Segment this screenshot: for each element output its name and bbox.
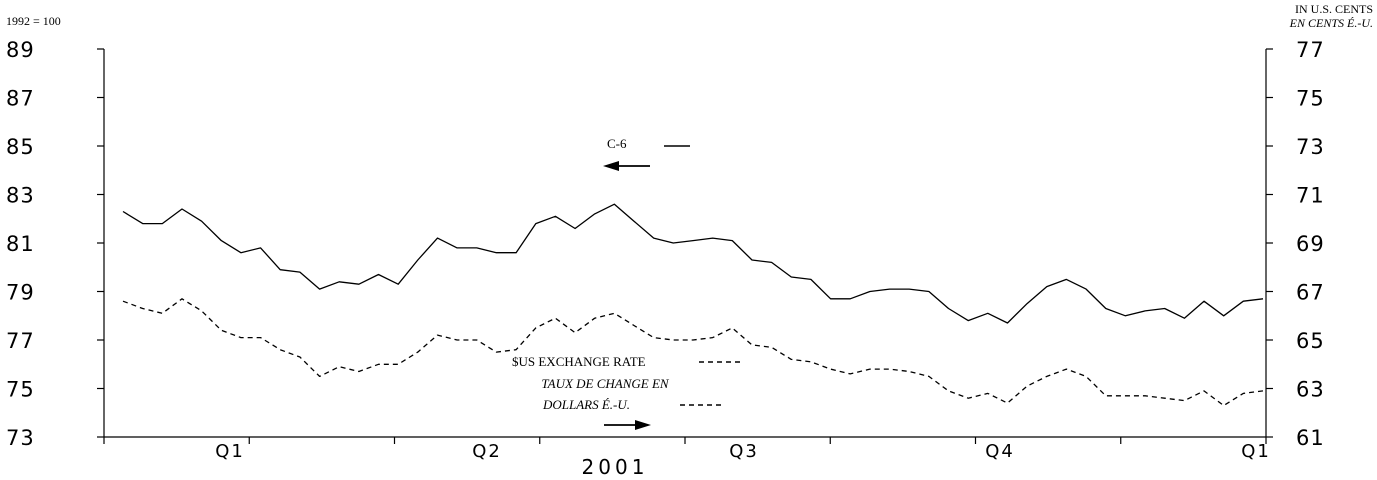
left-tick-label: 85 [6, 135, 35, 159]
legend-usd: $US EXCHANGE RATE TAUX DE CHANGE EN DOLL… [512, 354, 740, 430]
x-tick-label: Q1 [1241, 441, 1271, 462]
x-tick-label: Q4 [985, 441, 1015, 462]
right-tick-label: 67 [1296, 281, 1325, 305]
x-axis-year-label: 2001 [582, 455, 649, 479]
legend-usd-label-fr-1: TAUX DE CHANGE EN [541, 376, 670, 391]
right-tick-label: 63 [1296, 378, 1325, 402]
x-tick-label: Q1 [215, 441, 245, 462]
left-tick-label: 89 [6, 38, 35, 62]
x-tick-label: Q2 [472, 441, 502, 462]
x-axis: Q1 Q2 Q3 Q4 Q1 [103, 437, 1271, 462]
right-axis-note-line1: IN U.S. CENTS [1295, 2, 1373, 16]
left-tick-label: 79 [6, 281, 35, 305]
x-tick-label: Q3 [729, 441, 759, 462]
right-tick-label: 75 [1296, 87, 1325, 111]
legend-usd-label: $US EXCHANGE RATE [512, 354, 646, 369]
series-layer [122, 203, 1264, 407]
series-c6-line [122, 203, 1264, 324]
axes [103, 49, 1267, 438]
right-axis: 77 75 73 71 69 67 65 63 61 [1266, 38, 1325, 450]
series-usd-line [122, 298, 1264, 407]
left-tick-label: 81 [6, 232, 35, 256]
right-tick-label: 61 [1296, 426, 1325, 450]
right-tick-label: 69 [1296, 232, 1325, 256]
right-tick-label: 65 [1296, 329, 1325, 353]
right-arrow-icon [604, 420, 651, 430]
legend-c6: C-6 [603, 136, 690, 171]
right-tick-label: 77 [1296, 38, 1325, 62]
left-tick-label: 75 [6, 378, 35, 402]
left-axis: 89 87 85 83 81 79 77 75 73 [6, 38, 104, 450]
right-axis-note-line2: EN CENTS É.-U. [1289, 16, 1373, 30]
left-arrow-icon [603, 161, 650, 171]
left-tick-label: 83 [6, 184, 35, 208]
left-tick-label: 87 [6, 87, 35, 111]
legend-c6-label: C-6 [607, 136, 627, 151]
right-tick-label: 73 [1296, 135, 1325, 159]
right-tick-label: 71 [1296, 184, 1325, 208]
left-tick-label: 77 [6, 329, 35, 353]
left-axis-note: 1992 = 100 [6, 14, 61, 28]
legend-usd-label-fr-2: DOLLARS É.-U. [542, 397, 630, 412]
left-tick-label: 73 [6, 426, 35, 450]
